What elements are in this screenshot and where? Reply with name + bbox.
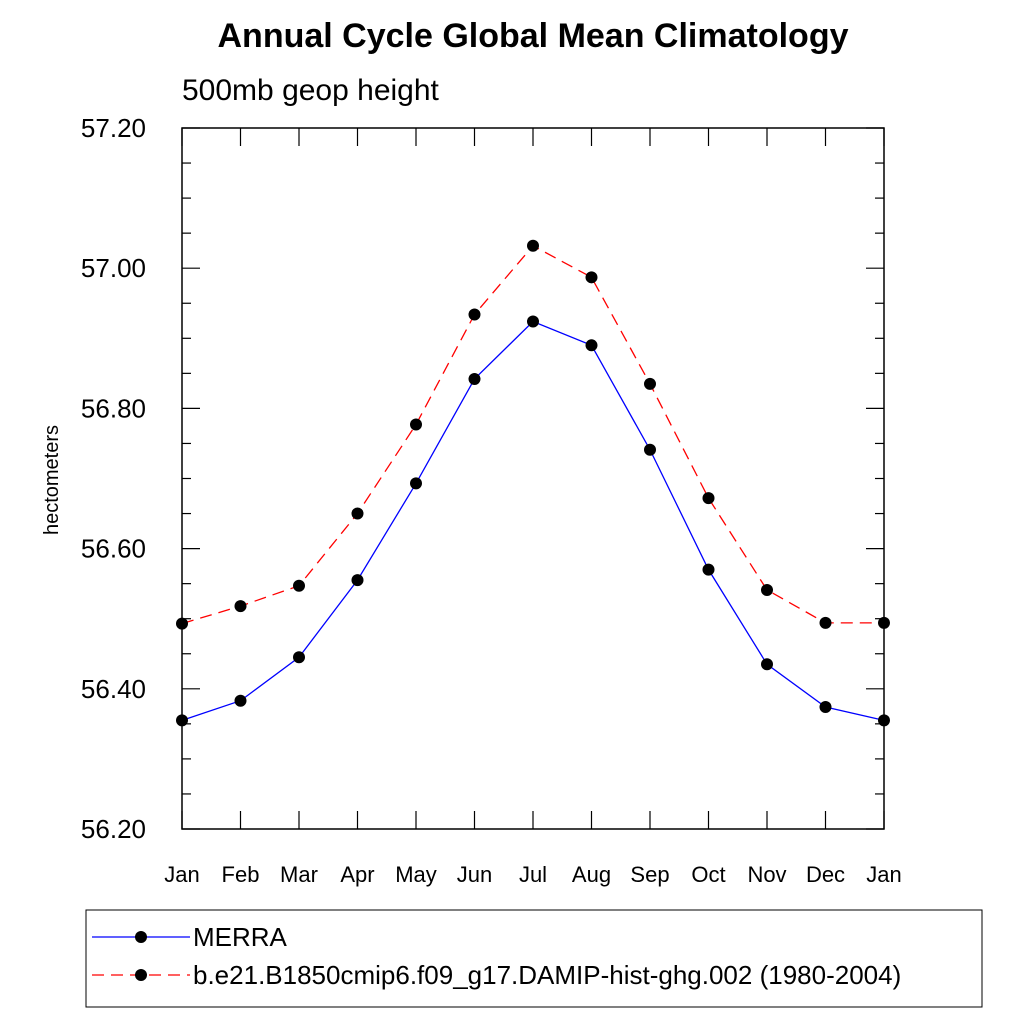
series-line-1: [181, 244, 884, 625]
y-tick-label: 57.20: [81, 113, 146, 143]
legend-label-1: b.e21.B1850cmip6.f09_g17.DAMIP-hist-ghg.…: [193, 960, 901, 990]
plot-frame: [181, 127, 885, 830]
x-tick-label: Aug: [572, 862, 611, 887]
plot-border: [181, 127, 885, 830]
data-point: [585, 339, 598, 352]
data-point: [878, 616, 890, 629]
data-point: [644, 377, 656, 390]
x-tick-label: Mar: [280, 862, 318, 887]
x-tick-label: Jul: [519, 862, 547, 887]
data-point: [234, 600, 247, 613]
x-tick-label: Apr: [340, 862, 374, 887]
legend-marker-1: [135, 969, 147, 981]
x-tick-label: Jun: [457, 862, 492, 887]
legend: MERRA b.e21.B1850cmip6.f09_g17.DAMIP-hist…: [85, 909, 983, 1008]
x-tick-label: Sep: [630, 862, 669, 887]
y-axis-ticks: 56.20 56.40 56.60 56.80 57.00 57.20: [81, 113, 884, 844]
data-point: [410, 418, 422, 431]
x-tick-label: Jan: [866, 862, 901, 887]
series-line-0: [181, 320, 885, 721]
y-axis-label: hectometers: [41, 425, 63, 535]
data-point: [293, 651, 305, 664]
y-tick-label: 56.40: [81, 674, 146, 704]
data-point: [702, 563, 715, 576]
data-point: [468, 308, 481, 321]
data-point: [819, 701, 832, 714]
data-point: [351, 574, 364, 587]
legend-marker-0: [135, 931, 147, 943]
chart-title: Annual Cycle Global Mean Climatology: [218, 17, 849, 55]
data-point: [351, 507, 364, 520]
x-tick-label: Jan: [164, 862, 199, 887]
data-point: [761, 583, 773, 596]
data-point: [527, 315, 539, 328]
series-markers: [176, 239, 890, 727]
x-tick-label: Nov: [747, 862, 786, 887]
data-point: [527, 239, 539, 252]
data-point: [585, 271, 598, 284]
y-tick-label: 57.00: [81, 253, 146, 283]
legend-box: [85, 909, 983, 1008]
x-tick-label: Oct: [691, 862, 725, 887]
y-tick-label: 56.80: [81, 393, 146, 423]
data-point: [176, 617, 188, 630]
y-tick-label: 56.60: [81, 534, 146, 564]
data-point: [878, 714, 890, 727]
data-point: [761, 658, 773, 671]
data-point: [410, 477, 422, 490]
legend-label-0: MERRA: [193, 922, 288, 952]
data-point: [702, 492, 715, 505]
x-tick-label: Feb: [222, 862, 260, 887]
data-point: [819, 616, 832, 629]
x-tick-label: May: [395, 862, 437, 887]
data-point: [234, 694, 247, 707]
data-point: [644, 443, 656, 456]
data-point: [468, 372, 481, 385]
y-tick-label: 56.20: [81, 814, 146, 844]
data-point: [176, 714, 188, 727]
chart-subtitle: 500mb geop height: [182, 74, 440, 107]
x-tick-label: Dec: [806, 862, 845, 887]
data-point: [293, 579, 305, 592]
x-axis-ticks: Jan Feb Mar Apr May Jun Jul Aug Sep Oct Nov Dec Jan: [164, 128, 902, 887]
